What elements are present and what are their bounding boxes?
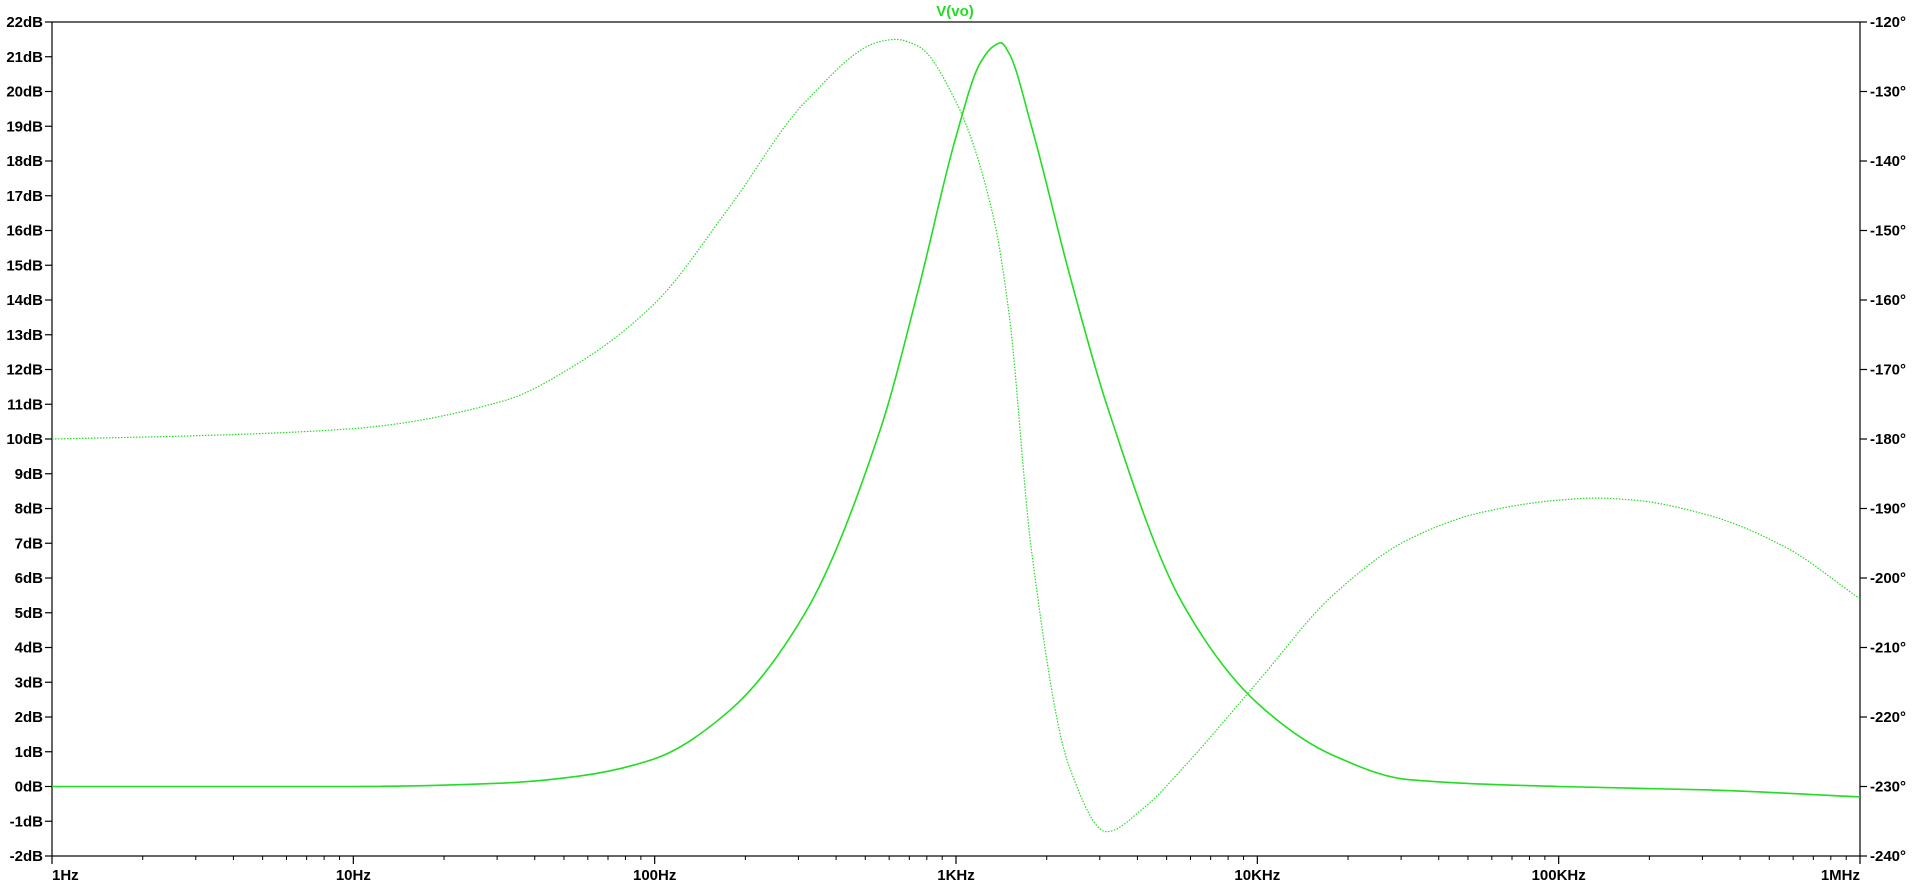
y-left-tick-label: 14dB — [6, 292, 43, 309]
y-left-tick-label: 1dB — [15, 744, 44, 761]
y-left-tick-label: 6dB — [15, 570, 44, 587]
y-left-tick-label: 0dB — [15, 779, 44, 796]
y-right-tick-label: -130° — [1870, 84, 1906, 101]
y-right-tick-label: -140° — [1870, 153, 1906, 170]
x-tick-label: 100Hz — [633, 867, 676, 884]
y-left-tick-label: 2dB — [15, 709, 44, 726]
y-left-tick-label: 19dB — [6, 118, 43, 135]
y-left-tick-label: 10dB — [6, 431, 43, 448]
y-left-tick-label: 11dB — [7, 396, 43, 413]
y-left-tick-label: 8dB — [15, 501, 44, 518]
y-right-tick-label: -200° — [1870, 570, 1906, 587]
ticks-layer: 1Hz 10Hz 100Hz 1KHz 10KHz 100KHz 1MHz 22dB 21dB 2… — [6, 14, 1906, 884]
y-left-tick-label: 7dB — [15, 535, 44, 552]
y-left-tick-label: 9dB — [15, 466, 44, 483]
phase-series-line — [51, 38, 1861, 833]
y-left-tick-label: 17dB — [6, 188, 43, 205]
y-right-tick-label: -180° — [1870, 431, 1906, 448]
y-right-tick-label: -170° — [1870, 362, 1906, 379]
y-right-tick-label: -160° — [1870, 292, 1906, 309]
y-right-tick-label: -210° — [1870, 640, 1906, 657]
y-left-tick-label: 21dB — [6, 49, 43, 66]
y-right-tick-label: -150° — [1870, 223, 1906, 240]
y-left-tick-label: 20dB — [6, 84, 43, 101]
y-left-tick-label: 4dB — [15, 640, 44, 657]
y-left-tick-label: 15dB — [6, 257, 43, 274]
y-right-tick-label: -240° — [1870, 848, 1906, 865]
x-tick-label: 10Hz — [336, 867, 371, 884]
chart-title: V(vo) — [936, 3, 974, 20]
y-left-tick-label: -2dB — [10, 848, 44, 865]
plot-frame — [51, 21, 1861, 857]
series-layer — [51, 38, 1861, 833]
y-left-tick-label: 12dB — [6, 362, 43, 379]
x-tick-label: 1MHz — [1821, 867, 1860, 884]
y-right-tick-label: -220° — [1870, 709, 1906, 726]
x-tick-label: 10KHz — [1234, 867, 1280, 884]
y-left-tick-label: 22dB — [6, 14, 43, 31]
y-left-tick-label: 5dB — [15, 605, 44, 622]
x-tick-label: 1KHz — [937, 867, 975, 884]
x-tick-label: 100KHz — [1532, 867, 1586, 884]
y-right-tick-label: -120° — [1870, 14, 1906, 31]
y-left-tick-label: 13dB — [6, 327, 43, 344]
y-left-tick-label: -1dB — [10, 813, 44, 830]
y-right-tick-label: -230° — [1870, 779, 1906, 796]
y-left-tick-label: 16dB — [6, 223, 43, 240]
y-left-tick-label: 3dB — [15, 674, 44, 691]
y-left-tick-label: 18dB — [6, 153, 43, 170]
magnitude-series-line — [51, 42, 1861, 798]
x-tick-label: 1Hz — [52, 867, 79, 884]
y-right-tick-label: -190° — [1870, 501, 1906, 518]
